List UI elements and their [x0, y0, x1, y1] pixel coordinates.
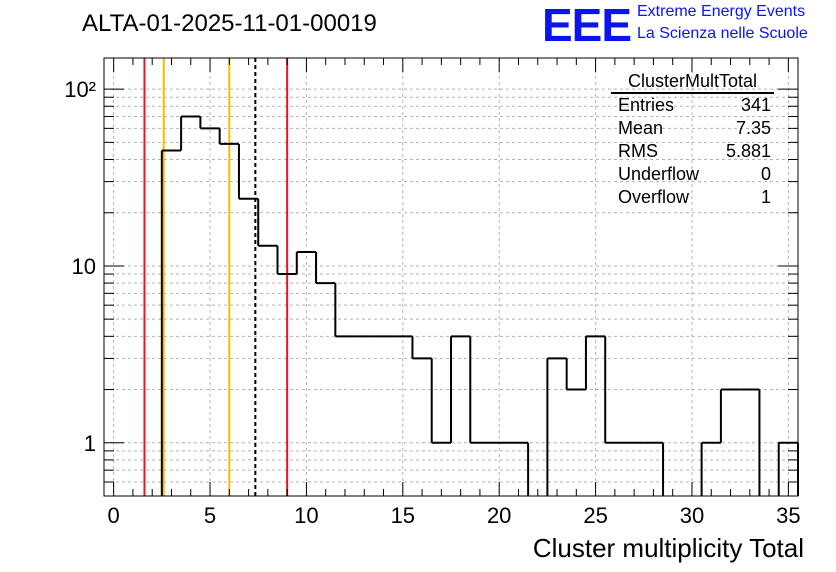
stat-value: 0 [760, 164, 771, 184]
plot-frame [103, 57, 799, 497]
logo-line-1: Extreme Energy Events [637, 3, 806, 20]
stat-row-entries: Entries 341 [611, 94, 774, 117]
x-tick-label: 5 [204, 503, 216, 528]
stat-row-rms: RMS 5.881 [611, 140, 774, 163]
eee-logo: EEE [542, 0, 632, 51]
stat-label: Underflow [618, 164, 700, 184]
stats-title: ClusterMultTotal [611, 70, 774, 94]
y-tick-label: 10² [64, 77, 96, 102]
stat-value: 1 [760, 187, 771, 207]
stat-row-underflow: Underflow 0 [611, 163, 774, 186]
histogram-bars [160, 115, 799, 496]
stat-value: 7.35 [735, 118, 771, 138]
stat-value: 341 [740, 95, 771, 115]
x-tick-label: 10 [294, 503, 318, 528]
stat-row-mean: Mean 7.35 [611, 117, 774, 140]
y-tick-label: 1 [84, 431, 96, 456]
x-tick-label: 30 [680, 503, 704, 528]
x-tick-label: 35 [776, 503, 800, 528]
y-tick-label: 10 [72, 254, 96, 279]
stat-label: Entries [618, 95, 675, 115]
stat-label: RMS [618, 141, 658, 161]
x-tick-label: 0 [108, 503, 120, 528]
x-tick-label: 15 [391, 503, 415, 528]
x-tick-label: 20 [487, 503, 511, 528]
marker-lines [143, 58, 289, 496]
x-tick-label: 25 [583, 503, 607, 528]
logo-line-2: La Scienza nelle Scuole [637, 25, 808, 42]
stat-label: Overflow [618, 187, 690, 207]
stats-box: ClusterMultTotal Entries 341 Mean 7.35 R… [611, 70, 774, 209]
stat-row-overflow: Overflow 1 [611, 186, 774, 209]
stat-label: Mean [618, 118, 664, 138]
stat-value: 5.881 [725, 141, 771, 161]
x-axis-label: Cluster multiplicity Total [532, 533, 804, 563]
run-title: ALTA-01-2025-11-01-00019 [82, 10, 377, 37]
